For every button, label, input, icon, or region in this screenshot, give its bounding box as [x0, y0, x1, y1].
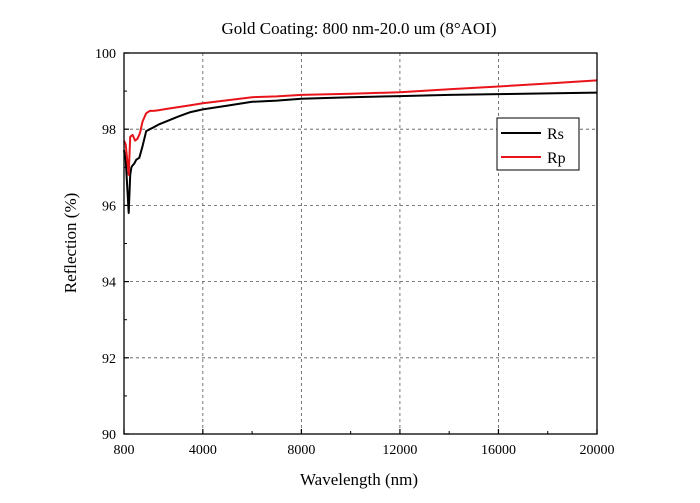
y-tick-label: 96 — [102, 199, 116, 214]
legend-label-rp: Rp — [547, 150, 566, 167]
x-tick-label: 12000 — [382, 443, 417, 458]
y-tick-label: 90 — [102, 428, 116, 443]
x-tick-label: 800 — [114, 443, 135, 458]
y-tick-label: 100 — [95, 47, 116, 62]
series-line-rp — [123, 79, 598, 176]
series-layer — [123, 79, 598, 214]
y-tick-label: 92 — [102, 352, 116, 367]
x-tick-label: 20000 — [580, 443, 615, 458]
x-axis-label: Wavelength (nm) — [300, 470, 418, 489]
y-axis-label: Reflection (%) — [61, 193, 80, 294]
x-tick-label: 8000 — [287, 443, 315, 458]
y-tick-label: 94 — [102, 276, 116, 291]
grid — [124, 53, 597, 434]
y-tick-label: 98 — [102, 123, 116, 138]
legend: Rs Rp — [496, 117, 580, 171]
ticks: 800 4000 8000 12000 16000 20000 90 92 94 96 98 100 — [95, 47, 615, 458]
x-tick-label: 4000 — [189, 443, 217, 458]
legend-box — [496, 117, 580, 171]
x-tick-label: 16000 — [481, 443, 516, 458]
chart-title: Gold Coating: 800 nm-20.0 um (8°AOI) — [222, 19, 497, 38]
legend-label-rs: Rs — [547, 126, 564, 143]
series-line-rs — [123, 91, 598, 214]
